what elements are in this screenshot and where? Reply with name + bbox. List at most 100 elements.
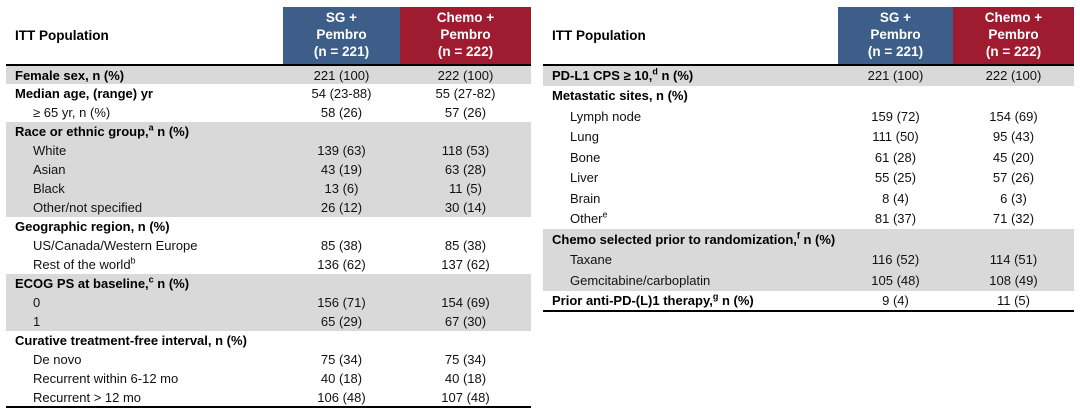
header-row: ITT Population SG + Pembro (n = 221) Che… bbox=[543, 7, 1074, 66]
row-value-arm2 bbox=[400, 122, 531, 141]
table-row: 1 65 (29) 67 (30) bbox=[6, 312, 531, 331]
row-value-arm2: 114 (51) bbox=[989, 252, 1038, 268]
table-body: Female sex, n (%) 221 (100) 222 (100) Media… bbox=[6, 65, 531, 408]
table-title-itt-population: ITT Population bbox=[543, 7, 838, 66]
row-value-arm2: 57 (26) bbox=[992, 170, 1035, 186]
row-label: Othere bbox=[570, 209, 608, 227]
table-row: Female sex, n (%) 221 (100) 222 (100) bbox=[6, 65, 531, 84]
row-label: Geographic region, n (%) bbox=[15, 219, 170, 234]
row-label: PD-L1 CPS ≥ 10,d n (%) bbox=[552, 66, 694, 84]
table-row: Race or ethnic group,a n (%) bbox=[6, 122, 531, 141]
footnote-marker: f bbox=[796, 230, 800, 241]
row-value-arm2: 75 (34) bbox=[444, 352, 487, 367]
row-label: Lung bbox=[570, 129, 599, 145]
row-value-arm1 bbox=[283, 331, 400, 350]
table-header: ITT Population SG + Pembro (n = 221) Che… bbox=[543, 7, 1074, 66]
table-row: PD-L1 CPS ≥ 10,d n (%) 221 (100) 222 (100) bbox=[543, 65, 1074, 86]
row-value-arm1: 156 (71) bbox=[317, 295, 366, 310]
row-value-arm2: 30 (14) bbox=[444, 200, 487, 215]
footnote-marker: b bbox=[130, 255, 136, 266]
table-row: Prior anti-PD-(L)1 therapy,g n (%) 9 (4) 1… bbox=[543, 290, 1074, 312]
table-row: Recurrent within 6-12 mo 40 (18) 40 (18) bbox=[6, 369, 531, 388]
row-value-arm2: 222 (100) bbox=[985, 68, 1042, 84]
row-label: Prior anti-PD-(L)1 therapy,g n (%) bbox=[543, 290, 838, 312]
footnote-marker: g bbox=[712, 291, 719, 302]
row-label: US/Canada/Western Europe bbox=[33, 238, 198, 253]
row-label: Asian bbox=[33, 162, 66, 177]
row-label: Other/not specified bbox=[33, 200, 143, 215]
table-row: Other/not specified 26 (12) 30 (14) bbox=[6, 198, 531, 217]
row-value-arm1 bbox=[838, 229, 953, 250]
row-value-arm1: 43 (19) bbox=[320, 162, 363, 177]
table-row: Curative treatment-free interval, n (%) bbox=[6, 331, 531, 350]
column-header-sg-pembro: SG + Pembro (n = 221) bbox=[838, 7, 953, 66]
row-label: Lymph node bbox=[570, 108, 642, 124]
row-value-arm2: 11 (5) bbox=[953, 290, 1074, 312]
table-title-itt-population: ITT Population bbox=[6, 7, 283, 66]
row-label: Bone bbox=[570, 149, 601, 165]
footnote-marker: d bbox=[652, 66, 658, 77]
row-value-arm1 bbox=[283, 217, 400, 236]
row-value-arm1 bbox=[283, 122, 400, 141]
row-value-arm2 bbox=[953, 86, 1074, 107]
table-row: 0 156 (71) 154 (69) bbox=[6, 293, 531, 312]
row-value-arm1: 221 (100) bbox=[867, 68, 924, 84]
row-value-arm2: 63 (28) bbox=[444, 162, 487, 177]
row-value-arm1: 221 (100) bbox=[313, 67, 370, 83]
column-header-chemo-pembro: Chemo + Pembro (n = 222) bbox=[953, 7, 1074, 66]
table-row: Recurrent > 12 mo 106 (48) 107 (48) bbox=[6, 388, 531, 408]
row-label: Median age, (range) yr bbox=[15, 86, 153, 101]
row-value-arm2: 85 (38) bbox=[444, 238, 487, 253]
table-row: De novo 75 (34) 75 (34) bbox=[6, 350, 531, 369]
row-label: Female sex, n (%) bbox=[15, 67, 125, 83]
row-label: Metastatic sites, n (%) bbox=[552, 88, 688, 104]
row-value-arm1: 40 (18) bbox=[320, 371, 363, 386]
row-value-arm2: 71 (32) bbox=[992, 211, 1035, 227]
column-header-sg-pembro: SG + Pembro (n = 221) bbox=[283, 7, 400, 66]
row-value-arm1: 8 (4) bbox=[882, 190, 909, 206]
row-value-arm1: 85 (38) bbox=[320, 238, 363, 253]
table-row: Lymph node 159 (72) 154 (69) bbox=[543, 106, 1074, 127]
row-value-arm1: 106 (48) bbox=[283, 388, 400, 408]
table-row: Bone 61 (28) 45 (20) bbox=[543, 147, 1074, 168]
row-value-arm2: 11 (5) bbox=[449, 181, 482, 196]
table-row: ≥ 65 yr, n (%) 58 (26) 57 (26) bbox=[6, 103, 531, 122]
row-label: Rest of the worldb bbox=[33, 255, 136, 272]
row-value-arm2: 40 (18) bbox=[444, 371, 487, 386]
row-label: Recurrent within 6-12 mo bbox=[33, 371, 179, 386]
row-value-arm2: 108 (49) bbox=[989, 272, 1038, 288]
row-value-arm2: 67 (30) bbox=[444, 314, 487, 329]
table-row: Taxane 116 (52) 114 (51) bbox=[543, 249, 1074, 270]
row-label: Curative treatment-free interval, n (%) bbox=[15, 333, 247, 348]
footnote-marker: e bbox=[602, 209, 608, 220]
row-label: Gemcitabine/carboplatin bbox=[570, 272, 711, 288]
row-label: De novo bbox=[33, 352, 82, 367]
row-value-arm2: 118 (53) bbox=[441, 143, 490, 158]
table-row: Liver 55 (25) 57 (26) bbox=[543, 168, 1074, 189]
row-label: Brain bbox=[570, 190, 601, 206]
row-label: White bbox=[33, 143, 67, 158]
row-label: Recurrent > 12 mo bbox=[6, 388, 283, 408]
row-value-arm2: 154 (69) bbox=[441, 295, 490, 310]
row-label: ≥ 65 yr, n (%) bbox=[33, 105, 111, 120]
row-label: Taxane bbox=[570, 252, 612, 268]
table-row: White 139 (63) 118 (53) bbox=[6, 141, 531, 160]
footnote-marker: a bbox=[148, 122, 154, 133]
table-row: Othere 81 (37) 71 (32) bbox=[543, 209, 1074, 230]
row-value-arm2: 6 (3) bbox=[1000, 190, 1027, 206]
baseline-table-demographics: ITT Population SG + Pembro (n = 221) Che… bbox=[6, 7, 531, 408]
table-row: Median age, (range) yr 54 (23-88) 55 (27-8… bbox=[6, 84, 531, 103]
row-value-arm1: 111 (50) bbox=[872, 129, 919, 145]
row-value-arm1: 116 (52) bbox=[871, 252, 920, 268]
row-value-arm1: 26 (12) bbox=[320, 200, 363, 215]
row-label: Race or ethnic group,a n (%) bbox=[15, 122, 190, 139]
row-value-arm2: 55 (27-82) bbox=[435, 86, 496, 101]
row-value-arm1: 65 (29) bbox=[320, 314, 363, 329]
row-value-arm2 bbox=[400, 274, 531, 293]
row-value-arm1: 13 (6) bbox=[324, 181, 359, 196]
table-row: Asian 43 (19) 63 (28) bbox=[6, 160, 531, 179]
row-value-arm1: 55 (25) bbox=[874, 170, 917, 186]
header-row: ITT Population SG + Pembro (n = 221) Che… bbox=[6, 7, 531, 66]
table-row: Rest of the worldb 136 (62) 137 (62) bbox=[6, 255, 531, 274]
row-value-arm1: 9 (4) bbox=[838, 290, 953, 312]
